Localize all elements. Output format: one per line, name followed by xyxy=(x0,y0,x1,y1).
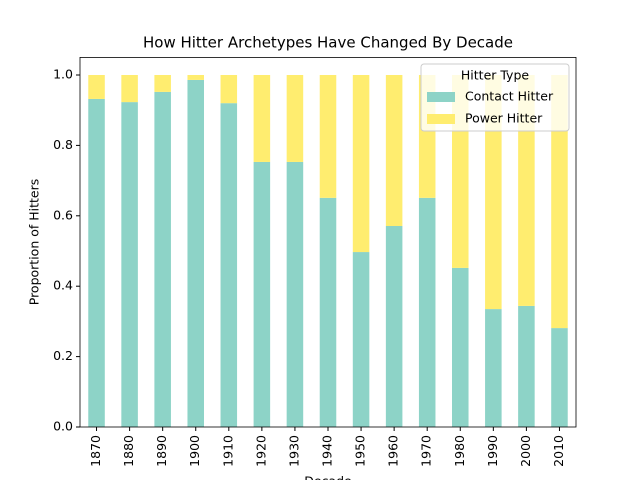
x-tick-label: 1990 xyxy=(485,435,500,467)
bar-segment xyxy=(88,98,105,427)
bar-segment xyxy=(121,75,138,103)
bar-segment xyxy=(88,75,105,99)
bar-segment xyxy=(154,75,171,92)
bar-segment xyxy=(518,75,535,306)
bar-segment xyxy=(220,103,238,427)
x-tick-label: 1900 xyxy=(187,435,202,467)
y-tick-label: 0.2 xyxy=(53,348,73,363)
bar-segment xyxy=(452,267,469,427)
x-tick-label: 1970 xyxy=(419,435,434,467)
bar-segment xyxy=(154,91,171,428)
x-tick-label: 2010 xyxy=(551,435,566,467)
bar-segment xyxy=(385,75,403,227)
legend-swatch xyxy=(427,114,455,124)
legend-title: Hitter Type xyxy=(461,68,529,83)
bar-segment xyxy=(187,75,204,80)
legend-label: Contact Hitter xyxy=(465,89,554,104)
x-tick-label: 1950 xyxy=(353,435,368,467)
y-axis-label: Proportion of Hitters xyxy=(27,179,42,306)
x-tick-label: 1960 xyxy=(386,435,401,467)
bar-segment xyxy=(286,161,304,427)
x-tick-label: 1890 xyxy=(154,435,169,467)
x-tick-label: 1940 xyxy=(320,435,335,467)
bar-segment xyxy=(551,75,568,329)
x-tick-label: 1870 xyxy=(88,435,103,467)
bar-segment xyxy=(253,75,271,162)
x-tick-label: 1880 xyxy=(121,435,136,467)
x-tick-label: 1920 xyxy=(253,435,268,467)
bar-segment xyxy=(121,102,138,427)
chart-title: How Hitter Archetypes Have Changed By De… xyxy=(143,34,513,52)
y-tick-label: 0.4 xyxy=(53,278,73,293)
legend-label: Power Hitter xyxy=(465,111,543,126)
bar-segment xyxy=(187,79,204,427)
bar-segment xyxy=(551,328,568,427)
y-tick-label: 0.8 xyxy=(53,137,73,152)
bar-segment xyxy=(319,75,337,198)
x-tick-label: 1980 xyxy=(452,435,467,467)
x-axis-label: Decade xyxy=(304,474,352,480)
y-tick-label: 0.0 xyxy=(53,419,73,434)
y-tick-label: 1.0 xyxy=(53,67,73,82)
bar-segment xyxy=(385,226,403,427)
bar-segment xyxy=(485,75,502,310)
bar-segment xyxy=(352,75,370,253)
bar-segment xyxy=(286,75,304,162)
y-tick-label: 0.6 xyxy=(53,207,73,222)
bar-segment xyxy=(352,252,370,427)
legend-frame xyxy=(420,63,570,132)
legend-swatch xyxy=(427,92,455,102)
bar-segment xyxy=(253,161,271,427)
x-tick-label: 1910 xyxy=(220,435,235,467)
bar-segment xyxy=(485,309,502,427)
bar-segment xyxy=(220,75,238,104)
bar-segment xyxy=(518,305,535,427)
bar-segment xyxy=(418,197,436,427)
axes-frame xyxy=(79,57,577,428)
x-tick-label: 1930 xyxy=(286,435,301,467)
bar-segment xyxy=(319,197,337,427)
x-tick-label: 2000 xyxy=(518,435,533,467)
